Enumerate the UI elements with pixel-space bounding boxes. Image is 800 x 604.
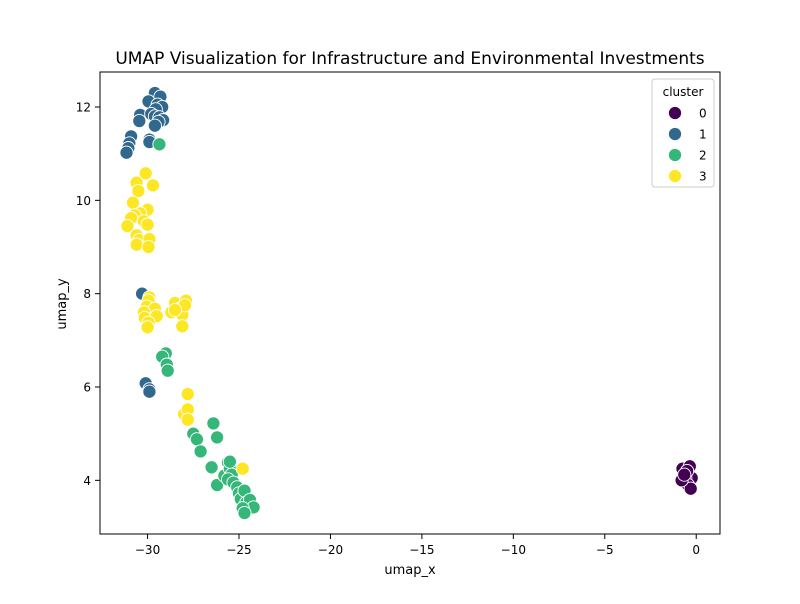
- x-tick-label: −30: [135, 543, 160, 557]
- data-point-cluster-3: [167, 302, 183, 318]
- data-point-cluster-2: [152, 137, 167, 152]
- data-point-cluster-3: [140, 217, 155, 232]
- legend-label-3: 3: [699, 170, 707, 184]
- data-point-cluster-0: [677, 467, 692, 482]
- x-tick-label: −15: [409, 543, 434, 557]
- axes-frame: [99, 71, 721, 535]
- y-tick-label: 12: [76, 101, 91, 115]
- y-tick-label: 6: [83, 381, 91, 395]
- legend-marker-2: [667, 147, 683, 163]
- legend-label-0: 0: [699, 107, 707, 121]
- data-point-cluster-3: [141, 239, 156, 255]
- data-point-cluster-2: [210, 430, 225, 445]
- x-axis-label: umap_x: [384, 563, 436, 578]
- data-point-cluster-1: [132, 113, 147, 129]
- x-tick-label: −5: [596, 543, 614, 557]
- legend-box: [651, 78, 715, 188]
- data-point-cluster-2: [222, 454, 237, 469]
- data-point-cluster-2: [206, 416, 221, 431]
- y-tick-label: 8: [83, 287, 91, 301]
- data-point-cluster-2: [189, 432, 204, 447]
- data-point-cluster-3: [140, 320, 155, 335]
- y-axis-label: umap_y: [55, 278, 70, 330]
- data-point-cluster-1: [147, 118, 162, 133]
- data-point-cluster-3: [138, 166, 153, 181]
- data-point-cluster-3: [120, 218, 135, 234]
- data-point-cluster-2: [204, 460, 219, 475]
- data-point-cluster-3: [175, 319, 190, 334]
- data-point-cluster-3: [129, 237, 144, 252]
- x-tick-label: −25: [226, 543, 251, 557]
- legend-marker-0: [667, 105, 683, 121]
- data-point-cluster-2: [193, 444, 208, 459]
- data-point-cluster-3: [145, 178, 161, 193]
- chart-title: UMAP Visualization for Infrastructure an…: [115, 49, 704, 69]
- data-point-cluster-3: [180, 386, 195, 402]
- x-tick-label: −20: [318, 543, 343, 557]
- y-tick-label: 10: [76, 194, 91, 208]
- x-tick-label: 0: [692, 543, 700, 557]
- y-tick-label: 4: [83, 474, 91, 488]
- data-point-cluster-3: [235, 461, 250, 476]
- data-point-cluster-3: [180, 412, 195, 427]
- data-point-cluster-0: [683, 481, 698, 496]
- legend-label-1: 1: [699, 128, 707, 142]
- data-point-cluster-2: [160, 363, 175, 378]
- data-point-cluster-1: [119, 145, 134, 160]
- legend: cluster 0 1 2 3: [651, 78, 715, 188]
- data-point-cluster-3: [131, 183, 146, 199]
- data-point-cluster-1: [142, 384, 157, 399]
- legend-marker-3: [667, 168, 683, 184]
- legend-marker-1: [667, 126, 683, 142]
- data-point-cluster-2: [210, 477, 225, 493]
- legend-label-2: 2: [699, 149, 707, 163]
- data-point-cluster-2: [237, 505, 252, 521]
- x-tick-label: −10: [501, 543, 526, 557]
- legend-title: cluster: [663, 85, 704, 99]
